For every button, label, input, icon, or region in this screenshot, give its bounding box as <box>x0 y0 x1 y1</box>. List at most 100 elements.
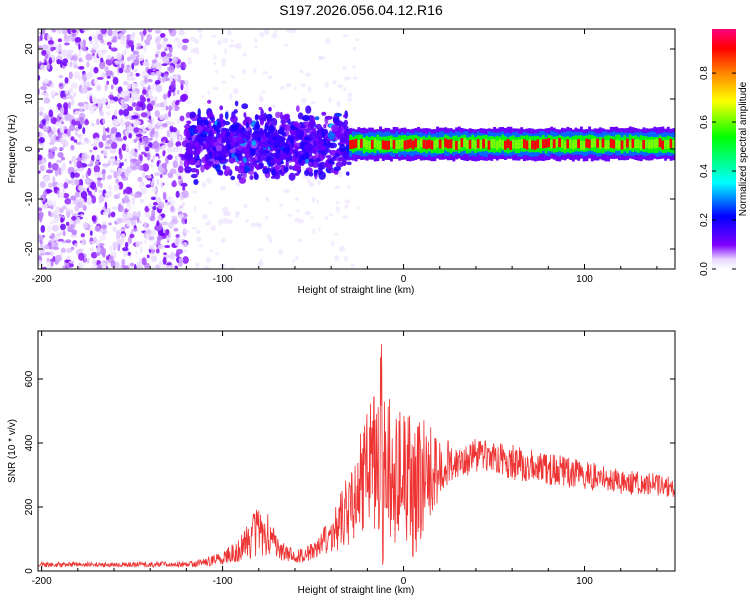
heatmap-cell <box>86 197 92 206</box>
heatmap-cell <box>93 96 97 105</box>
heatmap-cell <box>279 111 283 120</box>
heatmap-cell <box>112 35 118 43</box>
heatmap-cell <box>170 252 174 256</box>
heatmap-cell <box>141 257 147 266</box>
heatmap-cell <box>278 249 284 256</box>
heatmap-cell <box>280 171 285 176</box>
heatmap-cell <box>503 140 507 150</box>
heatmap-cell <box>48 182 53 189</box>
heatmap-cell <box>150 100 156 106</box>
heatmap-cell <box>135 241 141 248</box>
heatmap-cell <box>116 92 121 98</box>
heatmap-cell <box>125 144 129 152</box>
heatmap-cell <box>311 197 316 203</box>
heatmap-cell <box>245 122 250 129</box>
heatmap-cell <box>58 167 62 176</box>
heatmap-cell <box>50 117 58 125</box>
spectrogram-y-tick-label: -10 <box>24 191 35 206</box>
heatmap-cell <box>58 112 64 118</box>
heatmap-cell <box>653 139 657 149</box>
heatmap-cell <box>408 138 412 148</box>
heatmap-cell <box>144 240 148 244</box>
heatmap-cell <box>87 224 91 231</box>
heatmap-cell <box>121 120 125 127</box>
heatmap-cell <box>70 97 75 106</box>
heatmap-cell <box>343 119 349 126</box>
heatmap-cell <box>147 78 153 83</box>
heatmap-cell <box>110 141 118 150</box>
heatmap-cell <box>295 255 299 261</box>
heatmap-cell <box>596 138 600 148</box>
snr-y-axis: 0 200 400 600 <box>24 370 675 574</box>
heatmap-cell <box>64 77 69 84</box>
heatmap-cell <box>147 175 152 179</box>
heatmap-cell <box>178 259 183 266</box>
heatmap-cell <box>91 259 97 265</box>
heatmap-cell <box>150 71 156 76</box>
heatmap-cell <box>112 30 120 37</box>
heatmap-cell <box>102 117 105 125</box>
heatmap-cell <box>574 139 578 149</box>
heatmap-cell <box>62 142 66 148</box>
heatmap-cell <box>78 185 84 191</box>
heatmap-cell <box>130 219 136 227</box>
heatmap-cell <box>148 89 153 97</box>
heatmap-cell <box>118 32 124 38</box>
heatmap-cell <box>186 60 193 65</box>
heatmap-cell <box>119 162 123 169</box>
heatmap-cell <box>70 82 78 89</box>
heatmap-cell <box>184 216 187 220</box>
colorbar-gradient <box>712 29 736 269</box>
heatmap-cell <box>92 41 100 51</box>
heatmap-cell <box>173 228 179 232</box>
heatmap-cell <box>119 228 125 232</box>
heatmap-cell <box>184 249 187 253</box>
heatmap-cell <box>342 125 349 130</box>
heatmap-cell <box>75 131 78 136</box>
heatmap-cell <box>326 142 334 147</box>
snr-y-tick-label: 600 <box>24 370 35 387</box>
heatmap-cell <box>46 257 50 262</box>
heatmap-cell <box>244 116 253 125</box>
heatmap-cell <box>260 108 264 117</box>
heatmap-cell <box>51 240 55 249</box>
heatmap-cell <box>69 208 74 215</box>
heatmap-cell <box>122 247 129 252</box>
heatmap-cell <box>339 245 346 252</box>
heatmap-cell <box>47 224 52 232</box>
heatmap-cell <box>163 99 167 106</box>
heatmap-cell <box>620 140 624 150</box>
heatmap-cell <box>130 148 135 156</box>
heatmap-cell <box>302 114 311 122</box>
heatmap-cell <box>150 196 157 201</box>
heatmap-cell <box>224 165 231 174</box>
heatmap-cell <box>136 43 142 47</box>
heatmap-cell <box>124 47 128 55</box>
heatmap-cell <box>210 151 218 157</box>
heatmap-cell <box>74 120 81 126</box>
heatmap-cell <box>133 119 138 128</box>
heatmap-cell <box>40 86 48 91</box>
heatmap-cell <box>133 111 138 115</box>
heatmap-cell <box>100 29 107 35</box>
heatmap-cell <box>560 139 564 149</box>
heatmap-cell <box>126 204 133 211</box>
heatmap-cell <box>133 127 140 133</box>
heatmap-cell <box>324 115 333 120</box>
heatmap-cell <box>59 125 64 133</box>
heatmap-cell <box>153 172 161 177</box>
heatmap-cell <box>144 146 150 152</box>
heatmap-cell <box>181 190 189 199</box>
heatmap-cell <box>468 139 472 149</box>
heatmap-cell <box>140 112 148 118</box>
heatmap-cell <box>73 160 77 168</box>
heatmap-cell <box>220 80 227 84</box>
heatmap-cell <box>132 91 138 98</box>
heatmap-cell <box>63 182 69 189</box>
heatmap-cell <box>131 82 136 91</box>
heatmap-cell <box>294 130 301 136</box>
heatmap-cell <box>251 140 257 146</box>
heatmap-cell <box>324 38 331 45</box>
heatmap-cell <box>164 199 168 203</box>
